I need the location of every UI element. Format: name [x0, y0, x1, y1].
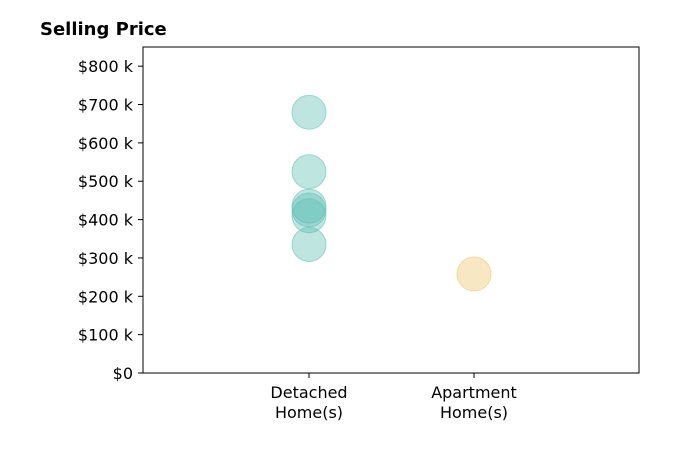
data-point — [291, 198, 327, 234]
data-point — [291, 154, 327, 190]
y-tick-label: $600 k — [78, 134, 134, 153]
data-point — [291, 94, 327, 130]
x-tick-label: Home(s) — [440, 403, 508, 422]
x-tick-label: Apartment — [431, 383, 517, 402]
data-point — [291, 227, 327, 263]
chart-title: Selling Price — [40, 19, 167, 40]
x-tick-label: Home(s) — [275, 403, 343, 422]
y-tick-label: $0 — [113, 364, 133, 383]
data-points — [291, 94, 492, 292]
y-tick-label: $700 k — [78, 96, 134, 115]
y-tick-label: $800 k — [78, 57, 134, 76]
x-tick-label: Detached — [270, 383, 347, 402]
y-tick-label: $300 k — [78, 249, 134, 268]
data-point — [456, 256, 492, 292]
y-tick-label: $200 k — [78, 287, 134, 306]
y-tick-label: $400 k — [78, 211, 134, 230]
y-axis: $0 $100 k $200 k $300 k $400 k $500 k $600 k $7… — [78, 57, 143, 383]
y-tick-label: $500 k — [78, 172, 134, 191]
plot-frame — [142, 46, 640, 374]
y-tick-label: $100 k — [78, 326, 134, 345]
